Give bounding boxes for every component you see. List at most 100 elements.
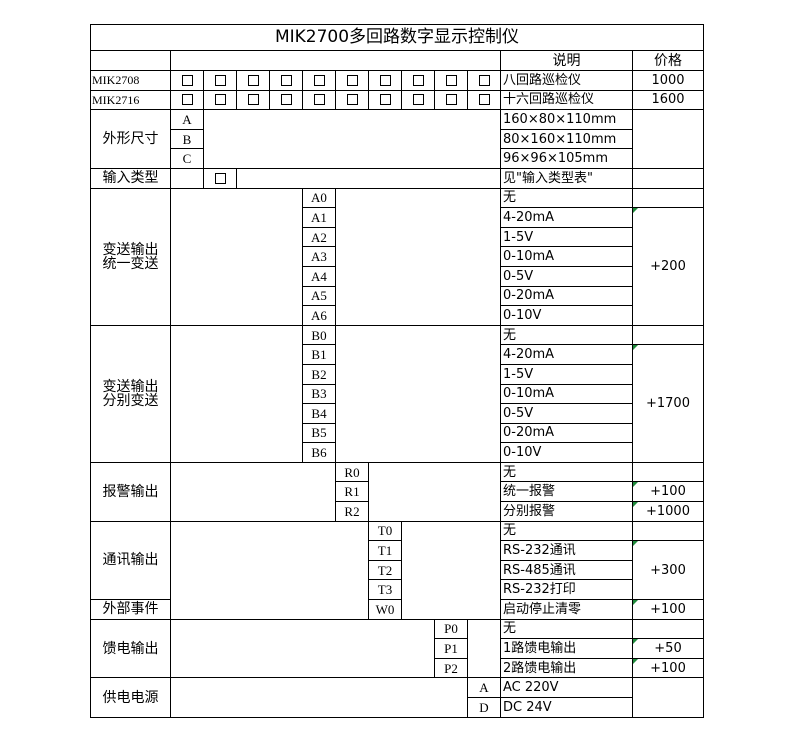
channel-checkbox-cell[interactable] xyxy=(402,71,435,91)
separate-price: +1700 xyxy=(633,345,704,463)
unified-desc: 0-5V xyxy=(501,266,633,287)
checkbox[interactable] xyxy=(346,94,358,106)
power-code-text: A xyxy=(479,680,489,696)
checkbox[interactable] xyxy=(313,74,325,86)
channel-checkbox-cell[interactable] xyxy=(435,90,468,111)
checkbox[interactable] xyxy=(346,74,358,86)
header-price: 价格 xyxy=(633,51,704,71)
checkbox[interactable] xyxy=(247,74,259,86)
separate-desc: 0-10V xyxy=(501,443,633,463)
checkbox[interactable] xyxy=(445,94,457,106)
alarm-desc-text: 无 xyxy=(503,464,517,480)
blank xyxy=(633,521,704,542)
unified-desc-text: 无 xyxy=(503,190,517,206)
checkbox[interactable] xyxy=(313,94,325,106)
comm-desc: RS-232通讯 xyxy=(501,541,633,561)
unified-code-text: A6 xyxy=(311,307,327,323)
alarm-desc: 分别报警 xyxy=(501,502,633,522)
input-desc: 见"输入类型表" xyxy=(501,168,633,189)
header-blank xyxy=(91,51,171,71)
size-code: A xyxy=(171,110,204,130)
blank xyxy=(336,188,501,326)
channel-checkbox-cell[interactable] xyxy=(468,90,501,111)
channel-checkbox-cell[interactable] xyxy=(171,71,204,91)
input-label: 输入类型 xyxy=(91,168,171,189)
channel-checkbox-cell[interactable] xyxy=(204,71,237,91)
channel-checkbox-cell[interactable] xyxy=(369,71,402,91)
channel-checkbox-cell[interactable] xyxy=(237,90,270,111)
power-label: 供电电源 xyxy=(91,678,171,718)
checkbox[interactable] xyxy=(214,94,226,106)
unified-desc: 无 xyxy=(501,188,633,209)
size-label-text: 外形尺寸 xyxy=(102,131,159,148)
checkbox[interactable] xyxy=(181,74,193,86)
checkbox[interactable] xyxy=(181,94,193,106)
channel-checkbox-cell[interactable] xyxy=(336,90,369,111)
channel-checkbox-cell[interactable] xyxy=(402,90,435,111)
checkbox[interactable] xyxy=(214,74,226,86)
channel-checkbox-cell[interactable] xyxy=(336,71,369,91)
checkbox[interactable] xyxy=(478,94,490,106)
feed-code-text: P0 xyxy=(444,621,458,637)
header-desc-text: 说明 xyxy=(552,52,581,69)
comm-desc: 无 xyxy=(501,521,633,542)
separate-code-text: B1 xyxy=(311,347,327,363)
event-code: W0 xyxy=(369,600,402,620)
channel-checkbox-cell[interactable] xyxy=(303,90,336,111)
channel-checkbox-cell[interactable] xyxy=(237,71,270,91)
separate-desc: 4-20mA xyxy=(501,345,633,365)
unified-code: A6 xyxy=(303,306,336,326)
power-desc-text: AC 220V xyxy=(503,680,559,696)
separate-desc-text: 0-10V xyxy=(503,445,542,461)
checkbox[interactable] xyxy=(379,74,391,86)
event-price: +100 xyxy=(633,600,704,620)
channel-checkbox-cell[interactable] xyxy=(435,71,468,91)
separate-code: B0 xyxy=(303,325,336,346)
unified-desc: 0-10V xyxy=(501,306,633,326)
power-desc-text: DC 24V xyxy=(503,699,552,715)
unified-price-text: +200 xyxy=(650,258,686,274)
unified-code-text: A4 xyxy=(311,268,327,284)
checkbox[interactable] xyxy=(280,94,292,106)
channel-checkbox-cell[interactable] xyxy=(270,90,303,111)
channel-checkbox-cell[interactable] xyxy=(171,90,204,111)
feed-label-text: 馈电输出 xyxy=(102,640,159,657)
alarm-desc-text: 统一报警 xyxy=(503,484,556,500)
spec-table: MIK2700多回路数字显示控制仪 说明 价格 MIK2708 八回路巡检仪 1000 MI… xyxy=(90,24,704,718)
unified-label: 变送输出 统一变送 xyxy=(91,188,171,326)
unified-code: A1 xyxy=(303,208,336,228)
event-desc: 启动停止清零 xyxy=(501,600,633,620)
comm-price-text: +300 xyxy=(650,562,686,578)
unified-desc-text: 4-20mA xyxy=(503,209,555,225)
channel-checkbox-cell[interactable] xyxy=(468,71,501,91)
channel-checkbox-cell[interactable] xyxy=(270,71,303,91)
alarm-code: R0 xyxy=(336,462,369,483)
checkbox[interactable] xyxy=(247,94,259,106)
channel-checkbox-cell[interactable] xyxy=(369,90,402,111)
unified-code-text: A1 xyxy=(311,209,327,225)
checkbox[interactable] xyxy=(445,74,457,86)
checkbox[interactable] xyxy=(412,94,424,106)
channel-checkbox-cell[interactable] xyxy=(303,71,336,91)
blank xyxy=(369,462,501,522)
model-name-text: MIK2708 xyxy=(92,73,140,88)
checkbox[interactable] xyxy=(412,74,424,86)
checkbox[interactable] xyxy=(214,172,226,184)
checkbox[interactable] xyxy=(280,74,292,86)
input-checkbox-cell[interactable] xyxy=(204,168,237,189)
comm-label-text: 通讯输出 xyxy=(102,552,159,569)
separate-label: 变送输出 分别变送 xyxy=(91,325,171,463)
alarm-desc-text: 分别报警 xyxy=(503,503,556,519)
checkbox[interactable] xyxy=(478,74,490,86)
separate-desc-text: 无 xyxy=(503,327,517,343)
channel-checkbox-cell[interactable] xyxy=(204,90,237,111)
feed-code: P2 xyxy=(435,658,468,679)
feed-desc: 2路馈电输出 xyxy=(501,658,633,679)
blank xyxy=(204,110,501,169)
feed-desc: 无 xyxy=(501,619,633,640)
unified-code: A3 xyxy=(303,247,336,267)
checkbox[interactable] xyxy=(379,94,391,106)
blank xyxy=(171,188,303,326)
comm-desc: RS-485通讯 xyxy=(501,560,633,581)
separate-code: B3 xyxy=(303,384,336,405)
